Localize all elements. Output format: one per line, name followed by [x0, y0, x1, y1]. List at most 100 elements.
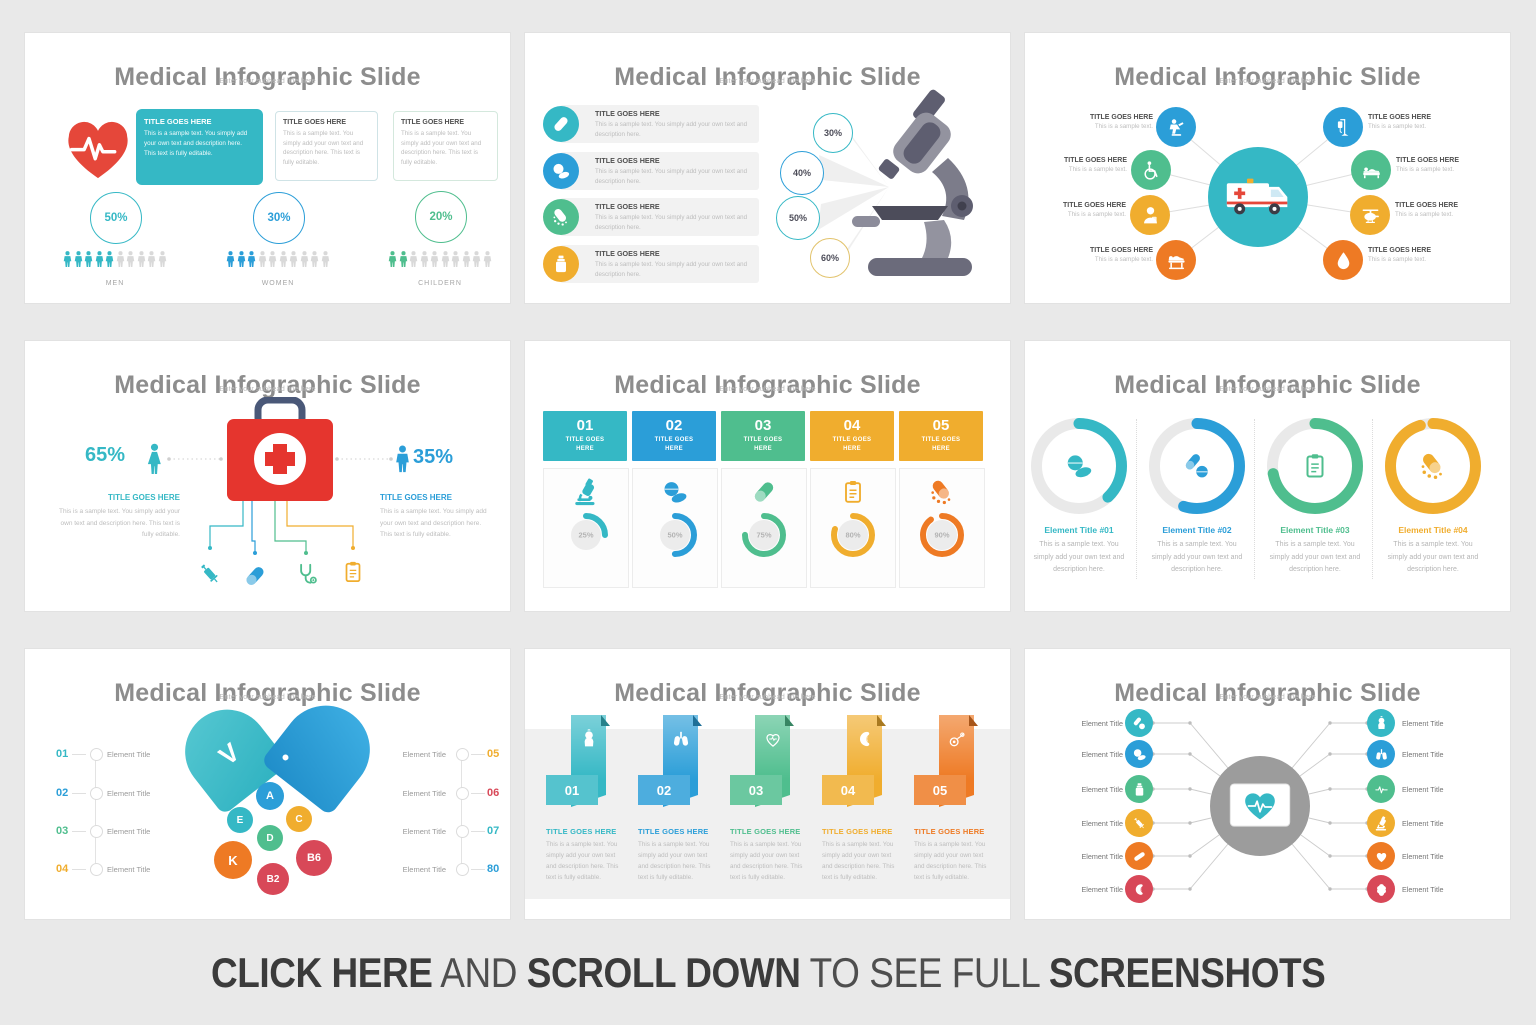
element-title: Element Title #01 — [1044, 525, 1114, 535]
person-icon — [451, 251, 460, 268]
timeline-dash — [471, 753, 485, 755]
donut-chart-svg — [1031, 418, 1127, 514]
list-item-body: This is a sample text. You simply add yo… — [595, 168, 748, 185]
person-icon — [300, 251, 309, 268]
pictograph-men — [63, 251, 167, 268]
timeline-node — [90, 825, 103, 838]
column-number: 02 — [665, 417, 683, 434]
ribbon-title: TITLE GOES HERE — [546, 827, 617, 836]
person-icon — [226, 251, 235, 268]
syringe-icon — [197, 561, 223, 587]
banner-text[interactable]: CLICK HERE AND SCROLL DOWN TO SEE FULL S… — [210, 948, 1326, 997]
banner-cta[interactable]: CLICK HERE AND SCROLL DOWN TO SEE FULL S… — [0, 920, 1536, 1025]
element-label: Element Title — [1081, 819, 1123, 828]
person-icon — [441, 251, 450, 268]
donut-chart-svg — [1385, 418, 1481, 514]
person-icon — [237, 251, 246, 268]
donut-90: 90% — [920, 513, 964, 557]
timeline-dash — [471, 868, 485, 870]
satellite-text: TITLE GOES HERE This is a sample text. — [1396, 157, 1496, 173]
slide-card-1: Medical Infographic Slide Enter your sub… — [24, 32, 511, 304]
pictograph-label: WOMEN — [261, 280, 295, 287]
left-title: TITLE GOES HERE — [107, 493, 180, 502]
donut-chart-svg: 90% — [920, 513, 964, 557]
column-number: 04 — [843, 417, 861, 434]
person-icon — [399, 251, 408, 268]
left-text-block: TITLE GOES HERE This is a sample text. Y… — [53, 493, 180, 541]
satellite-text: TITLE GOES HERE This is a sample text. — [1053, 247, 1153, 263]
element-body: This is a sample text. You simply add yo… — [1269, 541, 1361, 574]
percent-value: 50% — [788, 213, 807, 223]
element-title: Element Title #03 — [1280, 525, 1350, 535]
list-item-body: This is a sample text. You simply add yo… — [595, 214, 748, 231]
timeline-node — [90, 863, 103, 876]
ribbon-fold — [877, 715, 886, 726]
baby-icon — [1367, 709, 1395, 737]
ribbon-body: This is a sample text. You simply add yo… — [730, 841, 803, 882]
separator — [1136, 419, 1137, 579]
timeline-node — [456, 748, 469, 761]
satellite-title: TITLE GOES HERE — [1089, 114, 1153, 121]
pills-icon — [1064, 451, 1094, 481]
text-box-title: TITLE GOES HERE — [283, 119, 347, 126]
text-box-body: This is a sample text. You simply add yo… — [144, 130, 248, 157]
list-item-title: TITLE GOES HERE — [595, 156, 660, 165]
pictograph-women — [226, 251, 330, 268]
timeline-line — [95, 754, 97, 869]
pills-icon — [661, 478, 689, 506]
slide-card-9: Medical Infographic Slide Enter your sub… — [1024, 648, 1511, 920]
microscope-icon — [572, 478, 600, 506]
timeline-label: Element Title — [107, 827, 151, 836]
satellite-title: TITLE GOES HERE — [1089, 247, 1153, 254]
stat-circle: 20% — [415, 191, 467, 243]
element-label: Element Title — [1081, 852, 1123, 861]
column-header: 05 TITLE GOES HERE — [899, 411, 983, 461]
pictograph-label: MEN — [105, 280, 125, 287]
slide-title: Medical Infographic Slide — [614, 370, 921, 399]
element-body: This is a sample text. You simply add yo… — [1387, 541, 1479, 574]
slide-title: Medical Infographic Slide — [114, 62, 421, 91]
vitamin-circle: B6 — [296, 840, 332, 876]
element-label: Element Title — [1081, 719, 1123, 728]
capsule-icon — [543, 106, 579, 142]
banner-scroll-down[interactable]: SCROLL DOWN — [526, 948, 801, 996]
element-label: Element Title — [1081, 885, 1123, 894]
column-header: 02 TITLE GOES HERE — [632, 411, 716, 461]
donut-chart-svg: 75% — [742, 513, 786, 557]
ribbon-01: 01 — [546, 715, 610, 811]
timeline-node — [90, 748, 103, 761]
ribbon-title: TITLE GOES HERE — [822, 827, 893, 836]
person-icon — [430, 251, 439, 268]
banner-screenshots[interactable]: SCREENSHOTS — [1048, 948, 1326, 996]
timeline-label: Element Title — [402, 865, 446, 874]
donut-chart-svg: 50% — [653, 513, 697, 557]
donut-chart-svg — [1267, 418, 1363, 514]
person-icon — [483, 251, 492, 268]
timeline-number: 01 — [56, 748, 69, 760]
timeline-node — [456, 863, 469, 876]
person-icon — [420, 251, 429, 268]
stat-percent-right: 35% — [413, 446, 454, 468]
banner-click-here[interactable]: CLICK HERE — [210, 948, 433, 996]
slide-title: Medical Infographic Slide — [114, 678, 421, 707]
timeline-label: Element Title — [107, 750, 151, 759]
ribbon-number-text: 02 — [656, 782, 672, 798]
slide-card-8: Medical Infographic Slide Enter your sub… — [524, 648, 1011, 920]
timeline-dash — [471, 792, 485, 794]
separator — [1372, 419, 1373, 579]
text-box-filled: TITLE GOES HERE This is a sample text. Y… — [136, 109, 263, 185]
slide-title: Medical Infographic Slide — [1114, 370, 1421, 399]
vitamin-letter: B6 — [306, 852, 322, 864]
list-item-bg — [560, 152, 759, 190]
element-label: Element Title — [1402, 785, 1444, 794]
slide-title: Medical Infographic Slide — [614, 678, 921, 707]
ribbon-title: TITLE GOES HERE — [914, 827, 985, 836]
capsule-icon — [242, 563, 268, 589]
kidney-icon — [855, 729, 875, 749]
slide-subtitle: Enter your subhead line here — [719, 76, 816, 85]
satellite-body: This is a sample text. — [1368, 123, 1427, 130]
operating-table-icon — [1156, 240, 1196, 280]
timeline-number: 06 — [487, 787, 500, 799]
progress-ring — [1267, 418, 1363, 514]
column-number: 03 — [754, 417, 772, 434]
